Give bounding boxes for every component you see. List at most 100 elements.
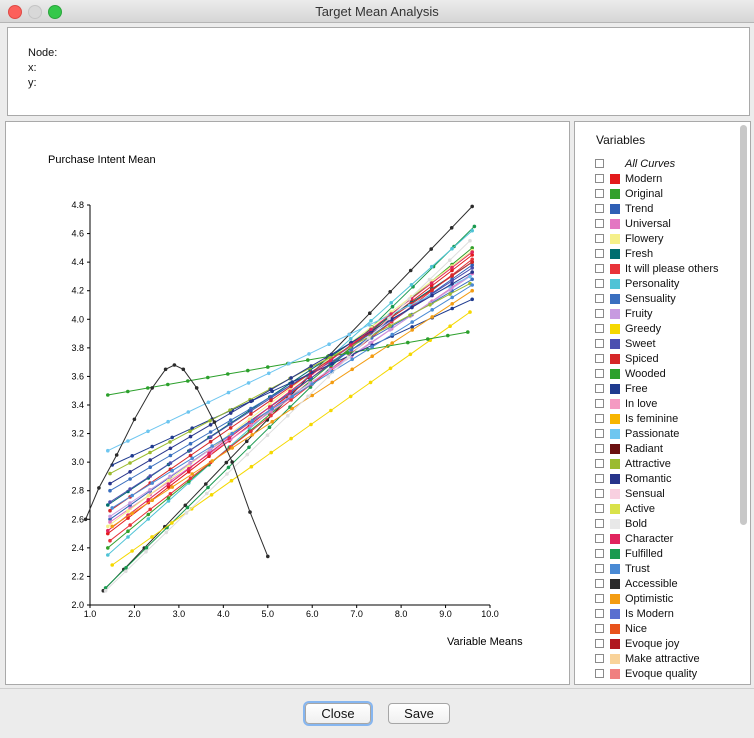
data-point xyxy=(194,386,199,390)
legend-checkbox[interactable] xyxy=(595,384,604,393)
legend-checkbox[interactable] xyxy=(595,489,604,498)
legend-checkbox[interactable] xyxy=(595,609,604,618)
legend-item[interactable]: Active xyxy=(595,501,719,516)
data-point xyxy=(408,313,412,317)
legend-item[interactable]: Attractive xyxy=(595,456,719,471)
legend-item[interactable]: Radiant xyxy=(595,441,719,456)
legend-item[interactable]: Trend xyxy=(595,201,719,216)
data-point xyxy=(150,498,154,503)
legend-checkbox[interactable] xyxy=(595,534,604,543)
legend-item[interactable]: Bold xyxy=(595,516,719,531)
legend-item[interactable]: Sensuality xyxy=(595,291,719,306)
legend-item[interactable]: Fruity xyxy=(595,306,719,321)
legend-checkbox[interactable] xyxy=(595,294,604,303)
legend-checkbox[interactable] xyxy=(595,174,604,183)
legend-checkbox[interactable] xyxy=(595,234,604,243)
legend-item[interactable]: Flowery xyxy=(595,231,719,246)
data-point xyxy=(429,281,434,285)
legend-checkbox[interactable] xyxy=(595,354,604,363)
data-point xyxy=(190,456,194,461)
legend-swatch xyxy=(610,308,620,319)
legend-item[interactable]: Free xyxy=(595,381,719,396)
legend-checkbox[interactable] xyxy=(595,264,604,273)
legend-item[interactable]: Passionate xyxy=(595,426,719,441)
legend-checkbox[interactable] xyxy=(595,219,604,228)
legend-checkbox[interactable] xyxy=(595,159,604,168)
legend-item[interactable]: All Curves xyxy=(595,156,719,171)
legend-checkbox[interactable] xyxy=(595,309,604,318)
save-button[interactable]: Save xyxy=(388,703,450,724)
legend-item[interactable]: Spiced xyxy=(595,351,719,366)
data-point xyxy=(388,328,392,332)
window-minimize-icon[interactable] xyxy=(28,5,42,19)
data-point xyxy=(166,478,171,483)
legend-item[interactable]: Universal xyxy=(595,216,719,231)
legend-checkbox[interactable] xyxy=(595,654,604,663)
legend-checkbox[interactable] xyxy=(595,594,604,603)
legend-item[interactable]: It will please others xyxy=(595,261,719,276)
data-point xyxy=(184,511,189,515)
legend-item[interactable]: Modern xyxy=(595,171,719,186)
data-point xyxy=(188,448,193,452)
legend-checkbox[interactable] xyxy=(595,189,604,198)
legend-checkbox[interactable] xyxy=(595,549,604,558)
legend-item[interactable]: Sensual xyxy=(595,486,719,501)
legend-item[interactable]: Personality xyxy=(595,276,719,291)
legend-item[interactable]: Fulfilled xyxy=(595,546,719,561)
legend-checkbox[interactable] xyxy=(595,624,604,633)
legend-checkbox[interactable] xyxy=(595,279,604,288)
legend-label: Flowery xyxy=(625,232,664,245)
close-button[interactable]: Close xyxy=(305,703,371,724)
legend-item[interactable]: Nice xyxy=(595,621,719,636)
legend-checkbox[interactable] xyxy=(595,474,604,483)
data-point xyxy=(187,469,191,474)
legend-checkbox[interactable] xyxy=(595,249,604,258)
legend-checkbox[interactable] xyxy=(595,639,604,648)
legend-item[interactable]: Character xyxy=(595,531,719,546)
legend-checkbox[interactable] xyxy=(595,399,604,408)
data-point xyxy=(348,343,353,347)
legend-checkbox[interactable] xyxy=(595,504,604,513)
legend-item[interactable]: Optimistic xyxy=(595,591,719,606)
legend-swatch xyxy=(610,488,620,499)
data-point xyxy=(188,441,193,446)
data-point xyxy=(126,535,130,539)
legend-item[interactable]: Wooded xyxy=(595,366,719,381)
legend-item[interactable]: Make attractive xyxy=(595,651,719,666)
legend-item[interactable]: Is feminine xyxy=(595,411,719,426)
data-point xyxy=(426,337,430,341)
data-point xyxy=(326,375,331,379)
legend-item[interactable]: Sweet xyxy=(595,336,719,351)
legend-scrollbar[interactable] xyxy=(740,125,747,525)
legend-checkbox[interactable] xyxy=(595,459,604,468)
legend-checkbox[interactable] xyxy=(595,324,604,333)
legend-item[interactable]: Romantic xyxy=(595,471,719,486)
legend-item[interactable]: Fresh xyxy=(595,246,719,261)
legend-checkbox[interactable] xyxy=(595,579,604,588)
data-point xyxy=(106,528,110,533)
legend-item[interactable]: In love xyxy=(595,396,719,411)
window-zoom-icon[interactable] xyxy=(48,5,62,19)
legend-item[interactable]: Accessible xyxy=(595,576,719,591)
legend-swatch xyxy=(610,593,620,604)
legend-checkbox[interactable] xyxy=(595,564,604,573)
legend-checkbox[interactable] xyxy=(595,669,604,678)
legend-checkbox[interactable] xyxy=(595,369,604,378)
legend-checkbox[interactable] xyxy=(595,339,604,348)
legend-checkbox[interactable] xyxy=(595,519,604,528)
legend-item[interactable]: Evoque joy xyxy=(595,636,719,651)
legend-item[interactable]: Evoque quality xyxy=(595,666,719,681)
legend-swatch xyxy=(610,608,620,619)
legend-item[interactable]: Is Modern xyxy=(595,606,719,621)
window-close-icon[interactable] xyxy=(8,5,22,19)
legend-checkbox[interactable] xyxy=(595,444,604,453)
legend-item[interactable]: Greedy xyxy=(595,321,719,336)
legend-checkbox[interactable] xyxy=(595,204,604,213)
legend-checkbox[interactable] xyxy=(595,429,604,438)
legend-item[interactable]: Original xyxy=(595,186,719,201)
legend-checkbox[interactable] xyxy=(595,414,604,423)
data-point xyxy=(430,293,434,298)
legend-item[interactable]: Trust xyxy=(595,561,719,576)
data-point xyxy=(166,482,171,487)
data-point xyxy=(168,446,173,451)
